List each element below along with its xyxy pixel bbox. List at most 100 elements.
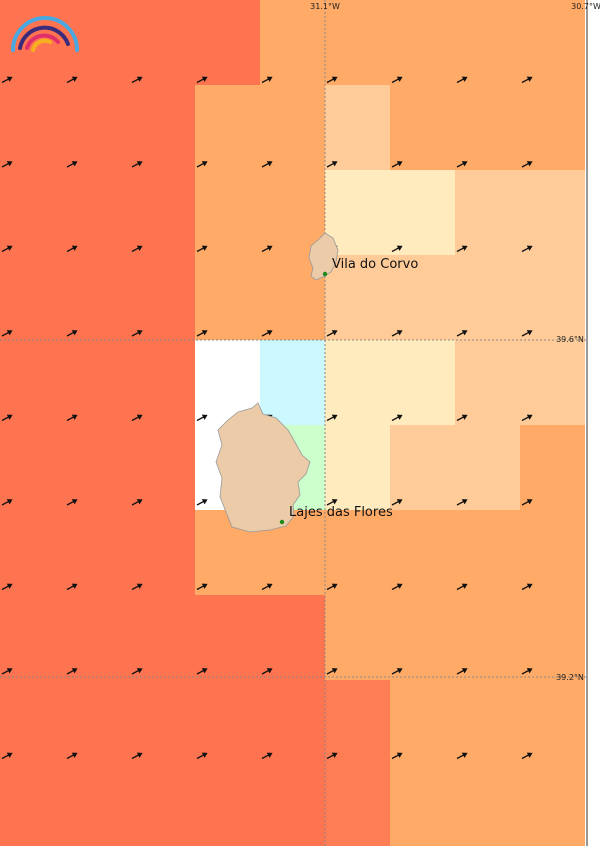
grid-cell	[390, 595, 455, 680]
grid-cell	[65, 425, 130, 510]
arrow-head	[396, 414, 403, 420]
wind-arrow	[456, 330, 468, 337]
grid-cell	[390, 170, 455, 255]
grid-cell	[130, 0, 195, 85]
wind-arrow	[326, 499, 338, 506]
grid-cell	[455, 510, 520, 595]
place-label: Vila do Corvo	[332, 257, 418, 272]
grid-cell	[325, 0, 390, 85]
arrow-head	[6, 583, 13, 589]
arrow-head	[396, 752, 403, 758]
arrow-head	[136, 76, 143, 82]
place-marker	[322, 271, 328, 277]
arrow-head	[201, 330, 208, 336]
wind-arrow	[261, 161, 273, 168]
lat-label: 39.6°N	[556, 335, 584, 344]
wind-arrow	[521, 330, 533, 337]
wind-arrow	[131, 330, 143, 337]
arrow-head	[396, 583, 403, 589]
arrow-head	[331, 668, 338, 674]
wind-arrow	[456, 668, 468, 675]
wind-arrow	[1, 161, 13, 168]
arrow-head	[201, 245, 208, 251]
arrow-head	[396, 499, 403, 505]
grid-cell	[390, 425, 455, 510]
wind-arrow	[196, 76, 208, 84]
wind-arrow	[456, 161, 468, 168]
arrow-head	[526, 245, 533, 251]
wind-arrow	[131, 583, 143, 591]
cells	[0, 0, 585, 846]
place-marker	[279, 519, 285, 525]
grid-cell	[0, 510, 65, 595]
arrow-head	[201, 499, 208, 505]
grid-cell	[455, 340, 520, 425]
wind-arrow	[521, 414, 533, 422]
wind-arrow	[131, 414, 143, 422]
grid-cell	[325, 85, 390, 170]
grid-cell	[130, 255, 195, 340]
wind-arrow	[391, 668, 403, 675]
wind-arrow	[1, 752, 13, 760]
arrow-head	[266, 668, 273, 674]
wind-arrow	[196, 668, 208, 675]
arrow-head	[136, 245, 143, 251]
grid-cell	[65, 255, 130, 340]
lon-label: 30.7°W	[571, 2, 600, 11]
grid-cell	[325, 595, 390, 680]
wind-arrow	[66, 330, 78, 337]
wind-arrow	[131, 752, 143, 760]
grid-cell	[325, 765, 390, 846]
grid-cell	[130, 510, 195, 595]
arrow-head	[461, 76, 468, 82]
arrow-head	[201, 668, 208, 674]
grid-cell	[520, 170, 585, 255]
arrow-head	[6, 245, 13, 251]
wind-arrow	[456, 76, 468, 84]
arrow-head	[71, 76, 78, 82]
wind-arrow	[521, 752, 533, 760]
grid-cell	[130, 765, 195, 846]
wind-arrow	[326, 668, 338, 675]
grid-cell	[260, 765, 325, 846]
wind-arrow	[521, 668, 533, 675]
grid-cell	[65, 170, 130, 255]
arrow-head	[71, 161, 78, 167]
wind-arrow	[1, 499, 13, 506]
grid-cell	[0, 0, 65, 85]
wind-arrow	[261, 583, 273, 591]
grid-cell	[130, 340, 195, 425]
place-label: Lajes das Flores	[289, 505, 393, 520]
wind-arrow	[66, 76, 78, 84]
grid-cell	[455, 0, 520, 85]
grid-cell	[520, 255, 585, 340]
wind-arrow	[66, 499, 78, 506]
wind-arrow	[456, 245, 468, 253]
wind-arrow	[196, 499, 208, 506]
arrow-head	[461, 668, 468, 674]
grid-cell	[65, 510, 130, 595]
grid-cell	[455, 170, 520, 255]
lon-label: 31.1°W	[310, 2, 340, 11]
wind-arrow	[456, 583, 468, 591]
arrow-head	[6, 330, 13, 336]
grid-cell	[130, 595, 195, 680]
grid-cell	[195, 170, 260, 255]
wind-arrow	[196, 161, 208, 168]
arrow-head	[266, 161, 273, 167]
grid-cell	[130, 425, 195, 510]
wind-arrow	[66, 668, 78, 675]
grid-cell	[390, 680, 455, 765]
arrow-head	[331, 414, 338, 420]
wind-arrow	[196, 414, 208, 422]
grid-cell	[260, 340, 325, 425]
grid-cell	[390, 255, 455, 340]
wind-arrow	[261, 245, 273, 253]
arrow-head	[136, 161, 143, 167]
arrow-head	[461, 161, 468, 167]
grid-cell	[390, 0, 455, 85]
grid-cell	[520, 595, 585, 680]
arrow-head	[6, 76, 13, 82]
arrow-head	[396, 245, 403, 251]
